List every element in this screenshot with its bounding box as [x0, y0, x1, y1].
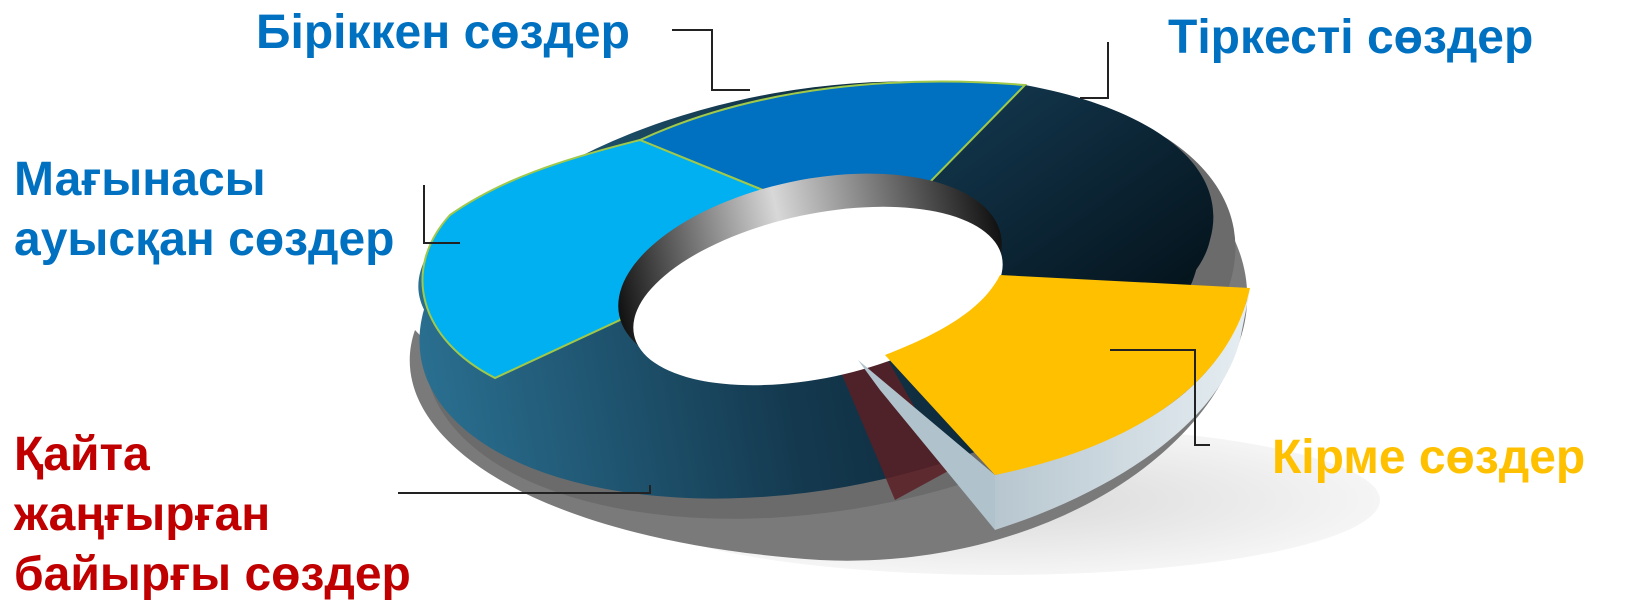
inner-hole	[633, 206, 1003, 386]
label-kirme: Кірме сөздер	[1272, 431, 1586, 484]
leader-kirme	[1110, 349, 1210, 446]
label-magynasy-line-2: ауысқан сөздер	[14, 213, 395, 266]
segment-kirme-side-front	[995, 290, 1250, 530]
label-magynasy: Мағынасы ауысқан сөздер	[14, 150, 394, 270]
leader-magynasy	[423, 185, 460, 244]
segment-kirme	[885, 275, 1250, 475]
label-tirkesti: Тіркесті сөздер	[1168, 11, 1534, 64]
segment-red-slice	[840, 360, 950, 500]
label-kayta-line-1: Қайта	[14, 428, 150, 481]
leader-kayta	[398, 485, 651, 494]
segment-kirme-side-left	[858, 360, 995, 530]
label-kayta: Қайта жаңғырған байырғы сөздер	[14, 425, 411, 605]
label-kayta-line-3: байырғы сөздер	[14, 548, 411, 601]
label-birikken: Біріккен сөздер	[256, 6, 630, 59]
leader-birikken	[672, 29, 750, 91]
label-kayta-line-2: жаңғырған	[14, 488, 271, 541]
label-magynasy-line-1: Мағынасы	[14, 153, 266, 206]
leader-tirkesti	[1080, 42, 1109, 99]
